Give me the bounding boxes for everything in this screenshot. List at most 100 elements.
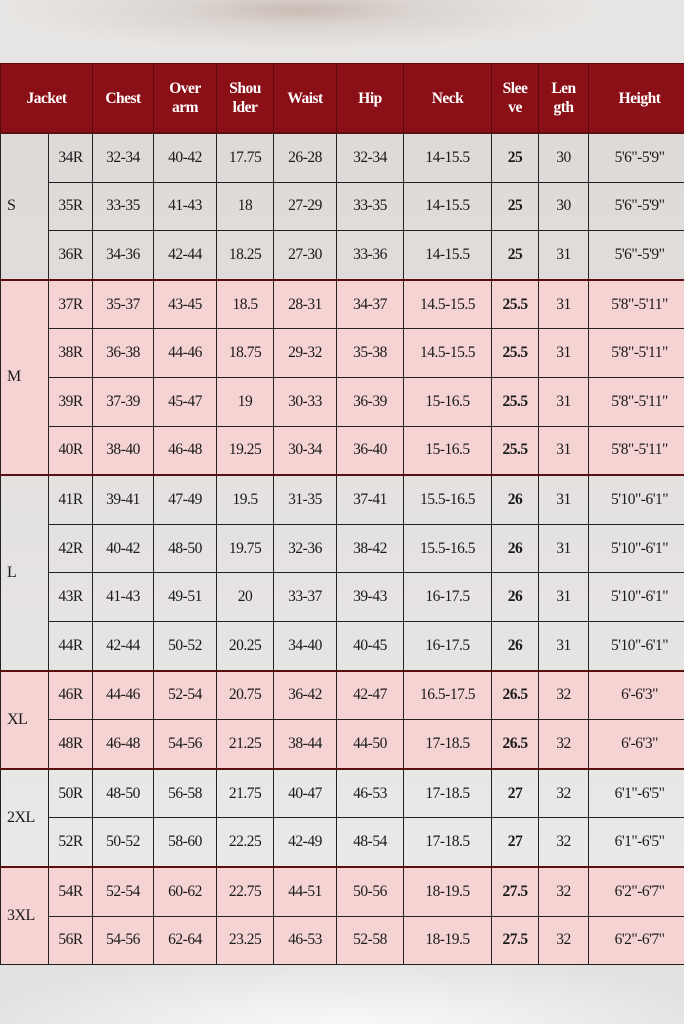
cell-neck: 16.5-17.5 — [403, 669, 493, 721]
cell-neck: 17-18.5 — [403, 817, 493, 868]
cell-waist: 27-30 — [273, 230, 338, 281]
cell-over-arm: 48-50 — [153, 523, 218, 574]
table-row: 56R 54-56 62-64 23.25 46-53 52-58 18-19.5 27.5 3… — [1, 915, 684, 966]
table-row: S 34R 32-34 40-42 17.75 26-28 32-34 14-15.5 25 30… — [0, 131, 684, 281]
cell-hip: 46-53 — [336, 767, 405, 819]
header-waist: Waist — [273, 63, 338, 134]
cell-jacket-size: 35R — [47, 181, 94, 232]
cell-over-arm: 41-43 — [153, 181, 218, 232]
cell-neck: 17-18.5 — [403, 719, 493, 770]
cell-sleeve: 25.5 — [491, 328, 540, 378]
cell-length: 32 — [538, 865, 590, 917]
cell-chest: 32-34 — [92, 131, 155, 183]
cell-length: 32 — [538, 817, 590, 868]
header-jacket: Jacket — [0, 63, 94, 134]
header-length: Len gth — [538, 63, 590, 134]
cell-over-arm: 52-54 — [153, 669, 218, 721]
cell-jacket-size: 36R — [47, 230, 94, 281]
cell-over-arm: 58-60 — [153, 817, 218, 868]
cell-waist: 27-29 — [273, 181, 338, 232]
table-row: 42R 40-42 48-50 19.75 32-36 38-42 15.5-16.5 26 3… — [1, 523, 684, 574]
table-row: 48R 46-48 54-56 21.25 38-44 44-50 17-18.5 26.5 3… — [1, 719, 684, 770]
cell-height: 5'8"-5'11" — [588, 425, 684, 476]
cell-length: 31 — [538, 425, 590, 476]
cell-hip: 37-41 — [336, 474, 405, 525]
cell-hip: 40-45 — [336, 620, 405, 672]
cell-chest: 33-35 — [92, 181, 155, 232]
cell-height: 5'10"-6'1" — [588, 572, 684, 622]
cell-waist: 42-49 — [273, 817, 338, 868]
cell-jacket-size: 39R — [47, 376, 94, 427]
cell-height: 6'2"-6'7" — [588, 915, 684, 966]
cell-over-arm: 46-48 — [153, 425, 218, 476]
cell-height: 5'8"-5'11" — [588, 376, 684, 427]
cell-length: 31 — [538, 328, 590, 378]
cell-chest: 44-46 — [92, 669, 155, 721]
cell-shoulder: 22.75 — [216, 865, 275, 917]
cell-hip: 50-56 — [336, 865, 405, 917]
cell-jacket-size: 34R — [47, 131, 94, 183]
cell-shoulder: 18.75 — [216, 328, 275, 378]
table-row: M 37R 35-37 43-45 18.5 28-31 34-37 14.5-15.5 25.… — [0, 278, 684, 476]
cell-length: 30 — [538, 181, 590, 232]
cell-shoulder: 20.25 — [216, 620, 275, 672]
size-group-label: 2XL — [0, 767, 49, 868]
cell-sleeve: 25.5 — [491, 376, 540, 427]
cell-waist: 29-32 — [273, 328, 338, 378]
size-group-label: XL — [0, 669, 49, 770]
cell-jacket-size: 40R — [47, 425, 94, 476]
cell-waist: 30-33 — [273, 376, 338, 427]
cell-jacket-size: 52R — [47, 817, 94, 868]
cell-jacket-size: 42R — [47, 523, 94, 574]
cell-length: 32 — [538, 767, 590, 819]
background-photo-top — [0, 0, 684, 63]
cell-waist: 26-28 — [273, 131, 338, 183]
size-group-label: M — [0, 278, 49, 476]
cell-over-arm: 45-47 — [153, 376, 218, 427]
cell-chest: 52-54 — [92, 865, 155, 917]
cell-length: 30 — [538, 131, 590, 183]
cell-chest: 35-37 — [92, 278, 155, 330]
cell-height: 6'2"-6'7" — [588, 865, 684, 917]
cell-sleeve: 26.5 — [491, 669, 540, 721]
cell-length: 31 — [538, 572, 590, 622]
cell-shoulder: 19 — [216, 376, 275, 427]
table-row: 35R 33-35 41-43 18 27-29 33-35 14-15.5 25 30 5'6"… — [1, 181, 684, 232]
cell-over-arm: 44-46 — [153, 328, 218, 378]
cell-chest: 38-40 — [92, 425, 155, 476]
cell-hip: 39-43 — [336, 572, 405, 622]
table-row: L 41R 39-41 47-49 19.5 31-35 37-41 15.5-16.5 26 3… — [0, 474, 684, 672]
cell-jacket-size: 37R — [47, 278, 94, 330]
table-row: 2XL 50R 48-50 56-58 21.75 40-47 46-53 17-18.5 27… — [0, 767, 684, 868]
cell-sleeve: 26 — [491, 523, 540, 574]
cell-waist: 36-42 — [273, 669, 338, 721]
header-chest: Chest — [92, 63, 155, 134]
cell-jacket-size: 50R — [47, 767, 94, 819]
table-row: 3XL 54R 52-54 60-62 22.75 44-51 50-56 18-19.5 27… — [0, 865, 684, 966]
cell-sleeve: 25.5 — [491, 278, 540, 330]
cell-height: 5'6"-5'9" — [588, 230, 684, 281]
cell-sleeve: 26 — [491, 474, 540, 525]
cell-neck: 16-17.5 — [403, 572, 493, 622]
cell-neck: 18-19.5 — [403, 865, 493, 917]
cell-waist: 40-47 — [273, 767, 338, 819]
cell-over-arm: 47-49 — [153, 474, 218, 525]
cell-chest: 46-48 — [92, 719, 155, 770]
cell-chest: 48-50 — [92, 767, 155, 819]
cell-jacket-size: 56R — [47, 915, 94, 966]
cell-waist: 32-36 — [273, 523, 338, 574]
cell-length: 31 — [538, 474, 590, 525]
cell-waist: 28-31 — [273, 278, 338, 330]
header-sleeve: Slee ve — [491, 63, 540, 134]
cell-neck: 16-17.5 — [403, 620, 493, 672]
cell-sleeve: 25 — [491, 230, 540, 281]
cell-sleeve: 26 — [491, 572, 540, 622]
cell-waist: 30-34 — [273, 425, 338, 476]
cell-shoulder: 17.75 — [216, 131, 275, 183]
cell-chest: 41-43 — [92, 572, 155, 622]
cell-shoulder: 18.25 — [216, 230, 275, 281]
table-row: 43R 41-43 49-51 20 33-37 39-43 16-17.5 26 31 5'10… — [1, 572, 684, 622]
cell-over-arm: 50-52 — [153, 620, 218, 672]
cell-neck: 15.5-16.5 — [403, 474, 493, 525]
cell-shoulder: 19.5 — [216, 474, 275, 525]
